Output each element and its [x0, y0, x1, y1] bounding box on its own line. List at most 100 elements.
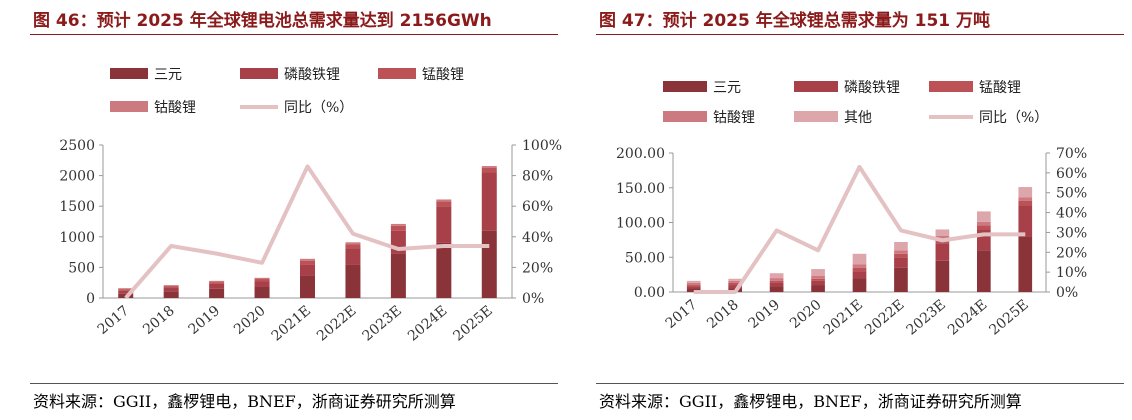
x-tick-label: 2022E — [862, 297, 907, 339]
right-tick-label: 80% — [522, 169, 553, 185]
legend-label-1: 三元 — [713, 80, 741, 96]
x-tick-label: 2018 — [704, 297, 742, 332]
right-tick-label: 100% — [522, 138, 562, 154]
legend-label-4: 钴酸锂 — [154, 100, 196, 116]
bar-segment-2 — [300, 264, 315, 276]
bar-segment-4 — [935, 235, 950, 240]
bar-segment-3 — [390, 225, 406, 231]
bar-segment-1 — [1018, 236, 1033, 292]
bar-segment-2 — [481, 172, 497, 231]
x-tick-label: 2024E — [405, 303, 450, 345]
right-tick-label: 30% — [1056, 225, 1087, 241]
figure-47-source: 资料来源：GGII，鑫椤锂电，BNEF，浙商证券研究所测算 — [599, 392, 1022, 411]
bar-segment-1 — [976, 250, 991, 292]
bar-segment-3 — [769, 280, 784, 283]
left-tick-label: 150.00 — [616, 181, 665, 197]
legend-label-3: 锰酸锂 — [979, 80, 1021, 96]
bar-segment-1 — [436, 242, 452, 298]
bar-segment-2 — [894, 257, 908, 268]
bar-segment-5 — [1018, 187, 1033, 198]
x-tick-label: 2017 — [663, 297, 701, 332]
bar-segment-4 — [852, 264, 867, 268]
figure-46-panel: 图 46：预计 2025 年全球锂电池总需求量达到 2156GWh 三元 磷酸铁锂… — [30, 11, 562, 411]
bar-segment-3 — [118, 289, 134, 291]
bar-segment-4 — [1018, 197, 1033, 201]
left-tick-label: 1000 — [59, 230, 95, 246]
legend-swatch-2 — [240, 68, 278, 79]
right-tick-label: 10% — [1056, 265, 1087, 281]
legend-swatch-4 — [663, 111, 707, 122]
bar-segment-2 — [163, 287, 179, 292]
legend-swatch-1 — [663, 81, 707, 92]
legend-swatch-3 — [378, 68, 416, 79]
legend-swatch-5 — [794, 111, 838, 122]
bar-segment-4 — [811, 276, 825, 279]
bar-segment-3 — [1018, 200, 1033, 206]
figure-47-title: 图 47：预计 2025 年全球锂总需求量为 151 万吨 — [599, 11, 991, 31]
bar-segment-1 — [769, 286, 784, 292]
bar-segment-2 — [728, 285, 743, 289]
bar-segment-4 — [976, 221, 991, 226]
right-tick-label: 60% — [1056, 166, 1087, 182]
x-tick-label: 2023E — [360, 303, 405, 345]
bar-segment-4 — [163, 285, 179, 287]
bar-segment-3 — [976, 225, 991, 230]
bar-segment-4 — [254, 277, 270, 280]
left-tick-label: 2000 — [59, 169, 95, 185]
bar-segment-1 — [254, 286, 270, 298]
bar-segment-3 — [163, 286, 179, 288]
bar-segment-3 — [481, 167, 497, 173]
left-tick-label: 200.00 — [616, 146, 665, 162]
bar-segment-5 — [686, 280, 701, 283]
legend-label-yoy: 同比（%） — [979, 110, 1048, 126]
bar-segment-4 — [390, 223, 406, 226]
bar-segment-2 — [118, 290, 134, 294]
x-tick-label: 2022E — [314, 303, 359, 345]
bar-segment-1 — [894, 267, 908, 292]
right-tick-label: 0% — [522, 291, 544, 307]
left-tick-label: 0.00 — [634, 285, 665, 301]
bar-segment-4 — [686, 282, 701, 286]
bar-segment-4 — [209, 280, 225, 283]
legend-label-2: 磷酸铁锂 — [844, 80, 900, 96]
right-tick-label: 20% — [1056, 245, 1087, 261]
bar-segment-3 — [209, 282, 225, 284]
left-tick-label: 500 — [68, 260, 95, 276]
bar-segment-2 — [254, 281, 270, 287]
right-tick-label: 70% — [1056, 146, 1087, 162]
x-tick-label: 2020 — [231, 303, 269, 338]
bar-segment-4 — [894, 250, 908, 254]
left-tick-label: 100.00 — [616, 216, 665, 232]
bar-segment-2 — [209, 283, 225, 289]
bar-segment-1 — [163, 291, 179, 298]
bar-segment-1 — [300, 275, 315, 298]
legend-swatch-4 — [110, 101, 148, 112]
bar-segment-2 — [1018, 205, 1033, 237]
bar-segment-2 — [436, 206, 452, 243]
x-tick-label: 2021E — [269, 303, 314, 345]
right-tick-label: 0% — [1056, 285, 1078, 301]
x-tick-label: 2020 — [787, 297, 825, 332]
bar-segment-3 — [300, 260, 315, 265]
bar-segment-3 — [686, 285, 701, 287]
right-tick-label: 40% — [522, 230, 553, 246]
bar-segment-4 — [481, 166, 497, 168]
left-tick-label: 1500 — [59, 199, 95, 215]
bar-segment-2 — [811, 280, 825, 286]
bar-segment-1 — [935, 260, 950, 292]
bar-segment-4 — [345, 242, 361, 245]
bar-segment-3 — [852, 267, 867, 272]
bar-segment-4 — [769, 278, 784, 281]
legend-label-4: 钴酸锂 — [713, 110, 755, 126]
bar-segment-5 — [728, 278, 743, 281]
right-tick-label: 40% — [1056, 206, 1087, 222]
bar-segment-3 — [894, 253, 908, 258]
x-tick-label: 2025E — [986, 297, 1031, 339]
figure-46-title: 图 46：预计 2025 年全球锂电池总需求量达到 2156GWh — [33, 11, 492, 31]
x-tick-label: 2025E — [450, 303, 495, 345]
x-tick-label: 2017 — [95, 303, 133, 338]
figure-47-title-rule — [596, 34, 1124, 35]
bar-segment-3 — [728, 282, 743, 286]
left-tick-label: 0 — [86, 291, 95, 307]
